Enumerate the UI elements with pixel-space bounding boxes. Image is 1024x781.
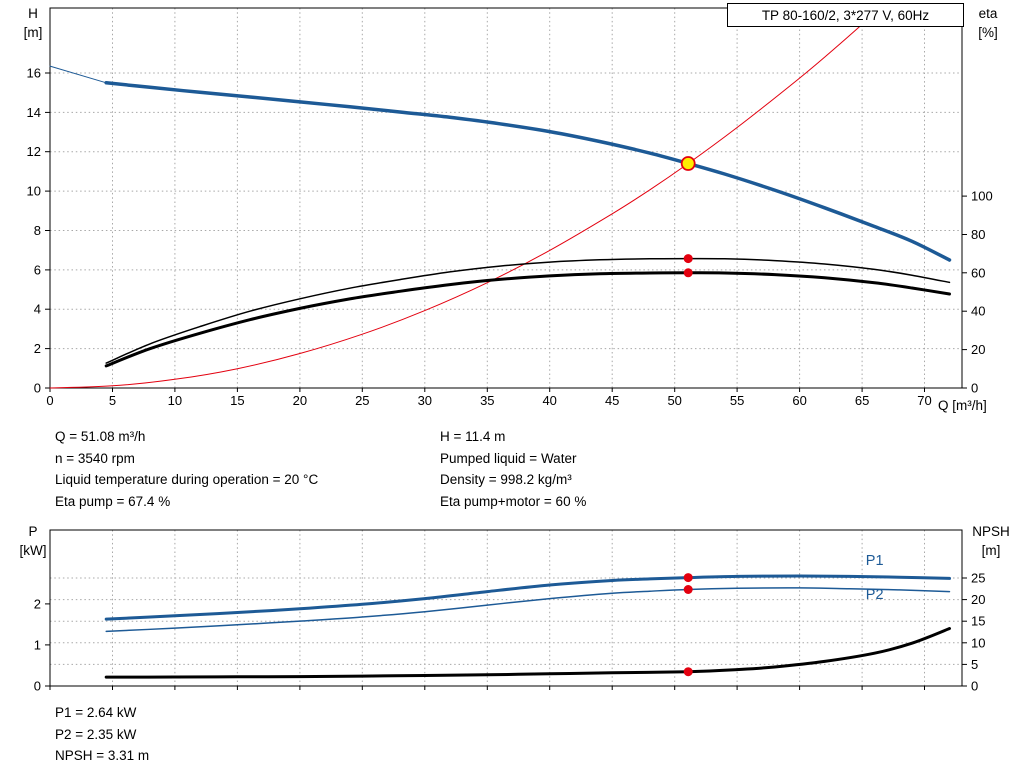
speed-value: n = 3540 rpm (55, 450, 135, 466)
svg-text:25: 25 (971, 571, 985, 586)
svg-text:15: 15 (971, 614, 985, 629)
eta-pump-value: Eta pump = 67.4 % (55, 493, 171, 509)
svg-text:6: 6 (34, 262, 41, 277)
eta-pump-motor-curve (104, 271, 951, 368)
head-efficiency-chart: 0 5 10 15 20 25 30 35 40 45 50 55 60 65 70 0 2 4 6 8 10 12 14 1… (27, 7, 993, 408)
head-efficiency-chart-canvas: 0 5 10 15 20 25 30 35 40 45 50 55 60 65 70 0 2 4 6 8 10 12 14 1… (27, 7, 993, 408)
liquid-temperature-value: Liquid temperature during operation = 20… (55, 472, 319, 487)
svg-text:35: 35 (480, 393, 494, 408)
svg-text:40: 40 (542, 393, 556, 408)
density-value: Density = 998.2 kg/m³ (440, 472, 572, 487)
operating-point-col1: Q = 51.08 m³/h n = 3540 rpm Liquid tempe… (55, 426, 318, 512)
svg-text:10: 10 (168, 393, 182, 408)
eta-pump-motor-point (683, 268, 693, 278)
svg-text:65: 65 (855, 393, 869, 408)
svg-text:2: 2 (34, 596, 41, 611)
operating-point-col2: H = 11.4 m Pumped liquid = Water Density… (440, 426, 586, 512)
head-axis-title: H [m] (14, 4, 52, 42)
power-npsh-chart: 0 1 2 0 5 10 15 20 25 P1 P2 (0, 525, 1024, 700)
svg-text:20: 20 (971, 342, 985, 357)
svg-text:5: 5 (971, 657, 978, 672)
eta-axis-symbol: eta (978, 6, 998, 21)
svg-text:10: 10 (27, 184, 41, 199)
flow-value: Q = 51.08 m³/h (55, 429, 146, 444)
svg-text:8: 8 (34, 223, 41, 238)
p1-value: P1 = 2.64 kW (55, 705, 137, 720)
svg-text:5: 5 (109, 393, 116, 408)
svg-text:40: 40 (971, 304, 985, 319)
svg-text:0: 0 (34, 679, 41, 694)
power-axis-symbol: P (28, 524, 38, 539)
p1-point (683, 573, 693, 583)
head-curve (104, 81, 952, 262)
npsh-axis-symbol: NPSH (972, 524, 1010, 539)
svg-text:60: 60 (792, 393, 806, 408)
svg-text:20: 20 (971, 592, 985, 607)
svg-text:55: 55 (730, 393, 744, 408)
svg-text:45: 45 (605, 393, 619, 408)
svg-text:100: 100 (971, 189, 993, 204)
p1-curve (104, 574, 951, 621)
duty-point (680, 156, 696, 171)
p2-curve (105, 587, 951, 633)
eta-pump-point (683, 254, 693, 264)
npsh-axis-unit: [m] (981, 543, 1001, 558)
svg-text:2: 2 (34, 341, 41, 356)
svg-text:1: 1 (34, 637, 41, 652)
svg-text:10: 10 (971, 635, 985, 650)
pumped-liquid-value: Pumped liquid = Water (440, 450, 577, 466)
head-curve-extension (49, 65, 107, 84)
flow-axis-title: Q [m³/h] (938, 396, 1020, 415)
pump-type-label: TP 80-160/2, 3*277 V, 60Hz (761, 7, 930, 23)
npsh-point (683, 667, 693, 677)
power-axis-title: P [kW] (12, 522, 54, 560)
results-block: P1 = 2.64 kW P2 = 2.35 kW NPSH = 3.31 m (55, 702, 149, 767)
p1-curve-label: P1 (866, 553, 884, 569)
eta-axis-title: eta [%] (966, 4, 1010, 42)
head-axis-unit: [m] (23, 25, 43, 40)
svg-text:14: 14 (27, 105, 41, 120)
head-axis-symbol: H (28, 6, 38, 21)
svg-text:60: 60 (971, 265, 985, 280)
svg-text:50: 50 (667, 393, 681, 408)
svg-text:0: 0 (971, 381, 978, 396)
flow-axis-label: Q [m³/h] (938, 398, 987, 413)
svg-text:0: 0 (46, 393, 53, 408)
p2-value: P2 = 2.35 kW (55, 726, 137, 742)
npsh-curve (104, 627, 951, 679)
svg-text:25: 25 (355, 393, 369, 408)
svg-text:0: 0 (34, 381, 41, 396)
head-value: H = 11.4 m (440, 429, 506, 444)
svg-text:70: 70 (917, 393, 931, 408)
svg-text:80: 80 (971, 227, 985, 242)
npsh-axis-title: NPSH [m] (962, 522, 1020, 560)
svg-text:15: 15 (230, 393, 244, 408)
eta-axis-unit: [%] (978, 25, 998, 40)
eta-pump-curve (105, 257, 951, 364)
p2-point (683, 585, 693, 594)
p2-curve-label: P2 (866, 587, 884, 603)
eta-pump-motor-value: Eta pump+motor = 60 % (440, 493, 587, 509)
power-axis-unit: [kW] (19, 543, 47, 558)
pump-type-box: TP 80-160/2, 3*277 V, 60Hz (727, 3, 964, 27)
svg-text:12: 12 (27, 144, 41, 159)
svg-text:0: 0 (971, 679, 978, 694)
system-curve (49, 9, 879, 389)
npsh-value: NPSH = 3.31 m (55, 748, 150, 763)
svg-text:20: 20 (293, 393, 307, 408)
svg-text:4: 4 (34, 302, 41, 317)
svg-text:30: 30 (418, 393, 432, 408)
svg-text:16: 16 (27, 66, 41, 81)
